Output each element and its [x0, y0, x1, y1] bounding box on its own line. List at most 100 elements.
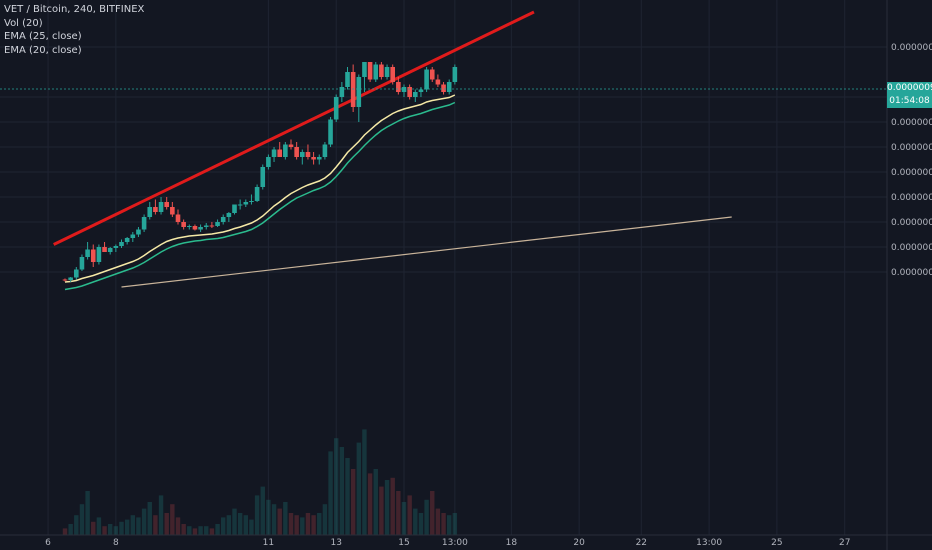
x-tick-label: 18 — [506, 538, 518, 548]
candle-body — [452, 67, 458, 82]
candle-body — [418, 89, 424, 92]
candle-body — [181, 222, 186, 227]
volume-bar — [113, 526, 119, 535]
legend: VET / Bitcoin, 240, BITFINEX Vol (20) EM… — [4, 3, 144, 57]
candle-body — [316, 157, 322, 160]
volume-bar — [226, 515, 232, 535]
trend-lines[interactable] — [53, 10, 732, 288]
candle-body — [249, 201, 254, 202]
candle-body — [153, 207, 158, 212]
candle-body — [384, 67, 390, 77]
volume-bar — [153, 515, 158, 535]
indicator-ema25[interactable]: EMA (25, close) — [4, 31, 82, 42]
candle-body — [136, 229, 141, 235]
trend-line-upper — [53, 10, 535, 246]
volume-bar — [311, 515, 316, 535]
volume-bar — [215, 524, 220, 535]
candle-body — [350, 72, 356, 107]
candle-body — [328, 119, 333, 145]
candle-body — [254, 187, 260, 201]
volume-bar — [266, 499, 271, 535]
volume-bar — [288, 513, 294, 535]
volume-bar — [136, 517, 141, 535]
candle-body — [175, 214, 181, 222]
volume-bar — [317, 513, 322, 535]
candle-body — [79, 257, 85, 270]
x-tick-label: 13:00 — [696, 538, 722, 548]
candle-body — [226, 213, 232, 217]
volume-bar — [175, 517, 181, 535]
symbol-title[interactable]: VET / Bitcoin, 240, BITFINEX — [4, 4, 145, 15]
candle-body — [300, 152, 305, 157]
volume-bar — [407, 495, 412, 535]
volume-bar — [260, 486, 265, 535]
candle-body — [164, 202, 169, 207]
candle-body — [170, 207, 175, 215]
ema20-line — [64, 101, 456, 291]
volume-bar — [141, 508, 147, 535]
volume-bar — [379, 486, 384, 535]
indicator-ema20[interactable]: EMA (20, close) — [4, 44, 82, 56]
volume-bar — [271, 504, 277, 535]
volume-bar — [147, 502, 152, 535]
candle-body — [362, 62, 367, 77]
candle-body — [373, 64, 379, 80]
volume-bar — [350, 469, 356, 535]
price-tag-value: 0.00000091 — [887, 83, 932, 93]
volume-bar — [384, 480, 390, 535]
volume-bar — [362, 429, 367, 535]
y-tick-label: 0.00000055 — [891, 243, 932, 253]
volume-bar — [305, 513, 311, 535]
volume-bars — [62, 429, 458, 535]
candle-body — [429, 69, 435, 80]
volume-bar — [85, 491, 90, 535]
volume-bar — [243, 515, 248, 535]
volume-bar — [91, 521, 96, 535]
volume-bar — [418, 513, 424, 535]
candle-body — [339, 87, 345, 97]
volume-bar — [249, 519, 254, 535]
volume-bar — [424, 499, 429, 535]
candle-body — [187, 226, 192, 227]
candle-body — [379, 64, 384, 77]
y-tick-label: 0.00000050 — [891, 268, 932, 278]
volume-bar — [441, 513, 446, 535]
volume-bar — [108, 524, 113, 535]
volume-bar — [192, 528, 198, 535]
trend-line-lower — [121, 216, 732, 288]
price-tag-bg — [887, 82, 932, 108]
x-tick-label: 8 — [113, 538, 119, 548]
ema25-line — [64, 94, 456, 283]
candle-body — [68, 277, 73, 280]
x-tick-label: 13:00 — [442, 538, 468, 548]
candle-body — [413, 92, 418, 97]
candle-body — [441, 84, 446, 92]
candle-body — [367, 62, 373, 80]
candle-body — [333, 97, 339, 120]
candle-body — [446, 82, 452, 92]
volume-bar — [204, 526, 209, 535]
volume-bar — [254, 495, 260, 535]
volume-bar — [356, 442, 361, 535]
volume-bar — [237, 513, 243, 535]
volume-bar — [345, 458, 350, 535]
volume-bar — [277, 508, 282, 535]
candle-body — [141, 217, 147, 230]
volume-bar — [300, 517, 305, 535]
volume-bar — [334, 438, 339, 535]
indicator-vol[interactable]: Vol (20) — [4, 17, 43, 29]
candle-body — [356, 77, 362, 107]
volume-bar — [294, 515, 299, 535]
candle-body — [158, 202, 164, 212]
candle-body — [288, 144, 294, 147]
candle-body — [147, 207, 153, 217]
ema-lines — [64, 94, 456, 291]
volume-bar — [102, 526, 107, 535]
x-tick-label: 13 — [330, 538, 341, 548]
candle-body — [390, 67, 395, 82]
candle-body — [198, 227, 203, 230]
volume-bar — [158, 495, 164, 535]
volume-bar — [413, 508, 418, 535]
